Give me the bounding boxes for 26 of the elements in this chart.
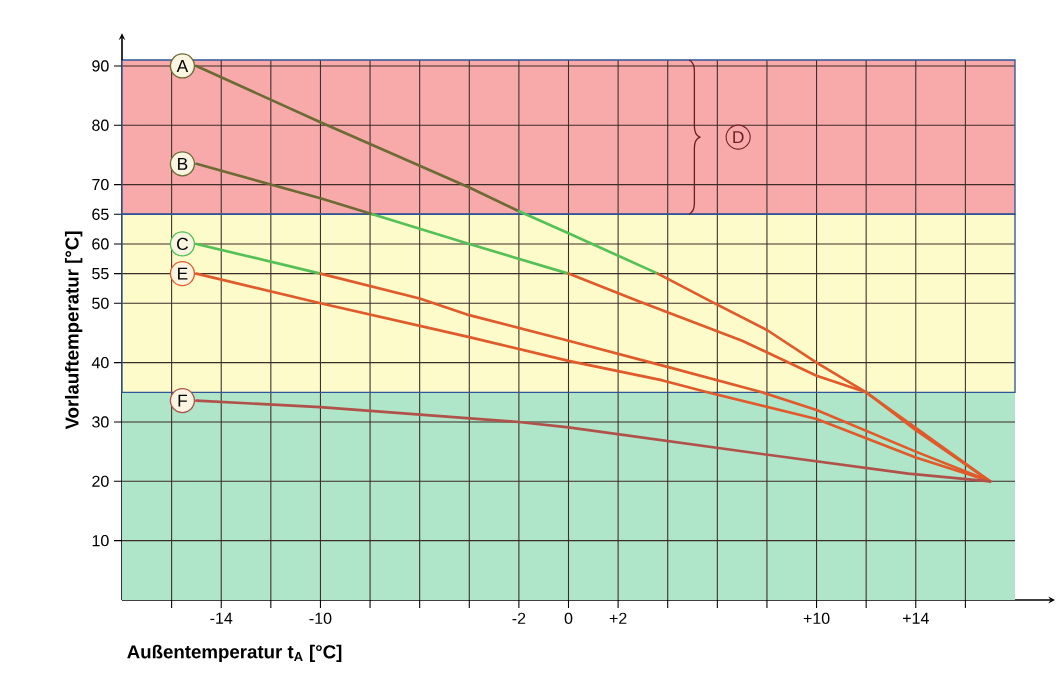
x-tick-label: -14 <box>210 612 233 624</box>
y-axis-title: Vorlauftemperatur [°C] <box>64 231 83 430</box>
x-tick-label: 0 <box>564 612 573 625</box>
legend-label: A <box>176 59 189 72</box>
x-tick-label: -2 <box>512 612 526 624</box>
legend-label: E <box>178 267 188 280</box>
legend-label: C <box>177 237 189 251</box>
x-tick-label: +10 <box>803 612 830 625</box>
y-tick-label: 65 <box>92 208 109 220</box>
y-tick-label: 80 <box>92 119 109 131</box>
y-tick-label: 90 <box>92 60 109 72</box>
y-tick-label: 40 <box>91 356 109 369</box>
x-tick-label: -10 <box>309 612 332 625</box>
y-tick-label: 60 <box>92 238 109 250</box>
y-tick-label: 30 <box>92 416 109 428</box>
y-tick-label: 55 <box>92 268 109 280</box>
band-label: D <box>733 131 744 144</box>
legend-label: F <box>178 394 188 407</box>
y-tick-label: 70 <box>92 178 109 191</box>
y-tick-label: 20 <box>92 475 109 487</box>
legend-label: B <box>178 157 188 170</box>
x-tick-label: +14 <box>902 612 929 624</box>
y-tick-label: 50 <box>92 297 109 309</box>
x-axis-title: Außentemperatur t$_{A}$ [°C] <box>127 644 342 663</box>
x-tick-label: +2 <box>609 612 627 624</box>
y-tick-label: 10 <box>92 534 109 547</box>
